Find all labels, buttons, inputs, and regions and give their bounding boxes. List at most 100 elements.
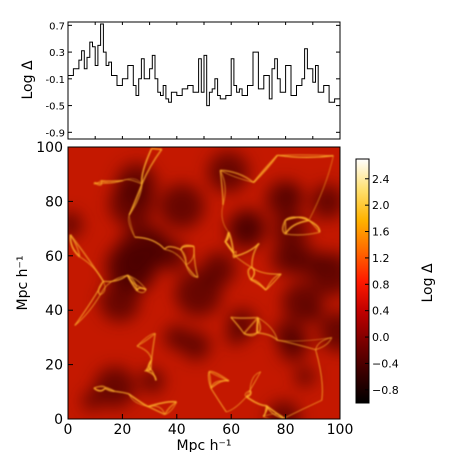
- density-filament: [308, 219, 321, 233]
- line-y-tick-label: -0.5: [45, 102, 65, 113]
- line-y-tick-label: 0.3: [49, 48, 65, 59]
- density-void: [280, 183, 302, 205]
- density-filament: [136, 345, 153, 361]
- map-x-ticks: 0 20 40 60 80 100: [64, 414, 354, 438]
- colorbar-gradient: [355, 158, 370, 404]
- density-filament: [315, 337, 332, 350]
- density-filament: [101, 179, 123, 182]
- density-map-frame: [67, 146, 341, 420]
- density-filament: [104, 387, 115, 393]
- density-filament: [249, 371, 261, 391]
- density-filament: [265, 405, 285, 419]
- density-filament: [79, 256, 104, 282]
- density-filament: [147, 400, 177, 408]
- map-y-axis-label: Mpc h⁻¹: [15, 256, 31, 311]
- density-filament: [285, 216, 310, 221]
- density-filament: [249, 371, 261, 391]
- density-filament: [277, 154, 334, 159]
- map-y-ticks: 0 20 40 60 80 100: [36, 140, 73, 428]
- density-void: [68, 211, 83, 238]
- density-void: [271, 242, 303, 274]
- density-filament: [230, 316, 245, 334]
- density-filament: [126, 274, 147, 291]
- density-filament: [144, 369, 152, 372]
- density-filament: [243, 332, 258, 337]
- density-filament: [122, 178, 143, 185]
- density-filament: [257, 317, 278, 341]
- density-void: [111, 247, 157, 293]
- density-void: [294, 366, 315, 387]
- colorbar-tick-label: 1.2: [372, 252, 390, 265]
- density-filament: [308, 155, 334, 221]
- density-filament: [127, 274, 147, 290]
- line-y-tick-label: -0.9: [45, 128, 65, 139]
- density-filament: [114, 390, 130, 395]
- density-filament: [235, 242, 260, 257]
- density-filament: [128, 184, 143, 216]
- map-y-tick-label: 80: [45, 194, 63, 210]
- density-filament: [281, 219, 287, 235]
- map-y-tick-label: 100: [36, 140, 63, 156]
- density-filament: [233, 250, 237, 257]
- line-panel: 0.7 0.3 -0.1 -0.5 -0.9 Log Δ: [20, 21, 341, 140]
- line-y-ticks: 0.7 0.3 -0.1 -0.5 -0.9: [45, 21, 340, 139]
- density-void: [316, 255, 334, 273]
- density-filament: [128, 394, 149, 407]
- density-filament: [220, 169, 255, 184]
- density-filament: [93, 180, 102, 185]
- density-void: [310, 184, 340, 220]
- density-filament: [128, 214, 136, 238]
- density-filament: [308, 220, 320, 233]
- density-void: [94, 366, 136, 408]
- colorbar-tick-label: 2.4: [372, 173, 390, 186]
- density-void: [164, 324, 190, 350]
- density-filament: [180, 244, 195, 250]
- density-filament: [99, 274, 128, 295]
- density-filament: [227, 231, 235, 254]
- colorbar-tick-label: 0.4: [372, 305, 390, 318]
- density-void: [140, 368, 165, 394]
- density-void: [226, 308, 258, 339]
- density-filament: [230, 316, 259, 319]
- line-x-ticks: [67, 22, 341, 139]
- density-filament: [180, 249, 187, 265]
- density-filament: [185, 264, 199, 278]
- density-void: [282, 282, 324, 324]
- density-filament: [100, 281, 106, 296]
- density-filament: [284, 216, 309, 221]
- line-y-tick-label: 0.7: [49, 21, 65, 32]
- density-filament: [146, 369, 157, 381]
- density-void: [207, 151, 249, 193]
- density-filament: [208, 371, 212, 389]
- density-filament: [250, 279, 267, 291]
- colorbar-tick-label: 2.0: [372, 199, 390, 212]
- density-filament: [93, 387, 106, 392]
- density-filament: [147, 405, 166, 416]
- log-delta-line: [68, 23, 341, 107]
- density-filament: [136, 332, 156, 347]
- colorbar-tick-label: 1.6: [372, 226, 390, 239]
- density-filament: [234, 255, 253, 268]
- density-filament: [244, 390, 251, 398]
- density-void: [273, 320, 300, 347]
- density-filament: [103, 274, 128, 283]
- density-void: [231, 209, 266, 244]
- density-filament: [232, 253, 236, 259]
- map-y-tick-label: 20: [45, 358, 63, 374]
- line-y-tick-label: -0.1: [45, 75, 65, 86]
- map-x-tick-label: 20: [113, 422, 131, 438]
- map-x-tick-label: 100: [327, 422, 354, 438]
- density-filament: [141, 148, 163, 185]
- density-filament: [315, 337, 333, 351]
- density-filament: [185, 246, 195, 266]
- density-filament: [164, 248, 187, 266]
- colorbar-tick-label: 0.8: [372, 278, 390, 291]
- density-filament: [128, 214, 136, 238]
- density-filament: [219, 170, 224, 205]
- density-filament: [224, 240, 236, 257]
- density-filament: [256, 317, 259, 333]
- density-filament: [256, 332, 279, 341]
- map-x-tick-label: 80: [277, 422, 295, 438]
- density-filament: [284, 219, 309, 235]
- colorbar-tick-label: 0.0: [372, 331, 390, 344]
